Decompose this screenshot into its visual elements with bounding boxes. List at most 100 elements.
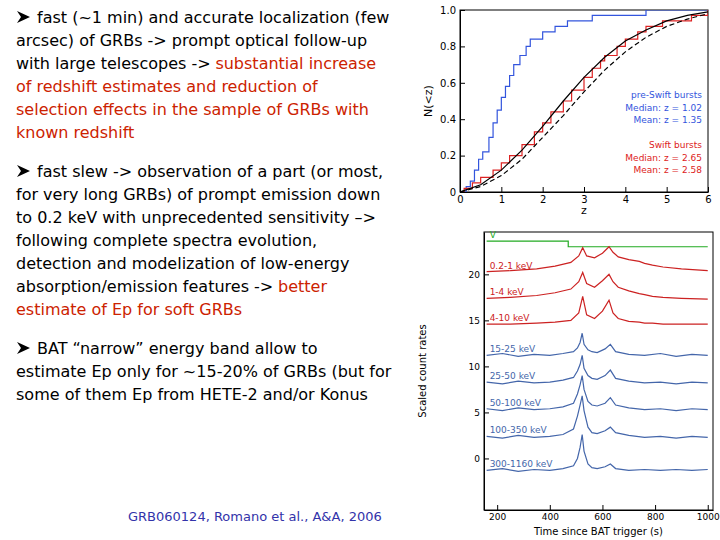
- tick-label: 0.2: [440, 150, 456, 161]
- series-line: [487, 273, 708, 300]
- tick: 1000: [697, 505, 720, 522]
- tick-label: 1.0: [440, 5, 456, 16]
- tick-label: 0.6: [440, 78, 456, 89]
- slide: fast (~1 min) and accurate localization …: [0, 0, 720, 540]
- tick: 0: [474, 454, 489, 464]
- series-line: [460, 14, 708, 192]
- citation: GRB060124, Romano et al., A&A, 2006: [128, 509, 382, 524]
- tick-mark: [460, 10, 465, 11]
- series-line: [487, 296, 708, 324]
- bullet: fast (~1 min) and accurate localization …: [16, 6, 392, 144]
- tick: 20: [469, 270, 489, 280]
- bullet-marker: [16, 164, 31, 178]
- bullet-list: fast (~1 min) and accurate localization …: [16, 6, 392, 422]
- axis-line: [484, 233, 485, 511]
- tick-mark: [708, 505, 709, 510]
- tick: 15: [469, 316, 489, 326]
- tick-mark: [543, 187, 544, 192]
- series-line: [460, 10, 708, 192]
- tick: 1.0: [440, 5, 465, 16]
- series-label: 25-50 keV: [490, 371, 536, 381]
- x-axis: 0 1 2 3 4 5 6: [457, 187, 711, 205]
- tick: 400: [542, 505, 559, 522]
- tick-mark: [460, 119, 465, 120]
- legend-note: Mean: z = 1.35: [634, 115, 702, 125]
- x-axis-title: Time since BAT trigger (s): [533, 526, 663, 537]
- tick-label: 15: [469, 316, 480, 326]
- tick-label: 800: [647, 512, 664, 522]
- tick-mark: [584, 187, 585, 192]
- legend: pre-Swift burstsMedian: z = 1.02Mean: z …: [625, 90, 702, 175]
- y-axis: 0 0.2 0.4 0.6 0.8 1.0: [440, 5, 465, 198]
- plot-area: [487, 241, 708, 471]
- legend-note: Mean: z = 2.58: [634, 165, 703, 175]
- tick: 800: [647, 505, 664, 522]
- y-axis-title: N(<z): [422, 85, 435, 117]
- series-line: [487, 435, 708, 472]
- tick: 0.6: [440, 78, 465, 89]
- bullet-text: fast slew -> observation of a part (or m…: [16, 162, 383, 296]
- bullet: fast slew -> observation of a part (or m…: [16, 160, 392, 321]
- tick: 1: [499, 187, 505, 205]
- tick: 0.8: [440, 41, 465, 52]
- chart: 012345600.20.40.60.81.0zN(<z)pre-Swift b…: [422, 5, 712, 217]
- tick-mark: [708, 187, 709, 192]
- tick-mark: [667, 187, 668, 192]
- series-label: 300-1160 keV: [490, 459, 554, 469]
- series-line: [487, 333, 708, 356]
- tick-mark: [625, 187, 626, 192]
- bullet-marker: [16, 10, 31, 24]
- tick: 5: [664, 187, 670, 205]
- tick: 0: [450, 187, 465, 198]
- x-axis: 2004006008001000: [485, 505, 720, 522]
- plot-frame: [484, 232, 713, 510]
- tick-label: 20: [469, 270, 481, 280]
- tick-mark: [497, 505, 498, 510]
- tick-mark: [550, 505, 551, 510]
- tick-mark: [484, 320, 489, 321]
- series-labels: V0.2-1 keV1-4 keV4-10 keV15-25 keV25-50 …: [490, 230, 554, 469]
- bullet: BAT “narrow” energy band allow to estima…: [16, 337, 392, 406]
- tick-label: 4: [623, 194, 629, 205]
- legend-entry: pre-Swift bursts: [631, 90, 702, 100]
- tick-label: 400: [542, 512, 559, 522]
- series-label: 100-350 keV: [490, 425, 548, 435]
- series-label: 50-100 keV: [490, 398, 542, 408]
- tick-mark: [484, 412, 489, 413]
- bullet-text: BAT “narrow” energy band allow to estima…: [16, 339, 391, 404]
- series-label: V: [490, 230, 497, 240]
- tick-label: 5: [664, 194, 670, 205]
- tick-mark: [655, 505, 656, 510]
- tick-mark: [484, 274, 489, 275]
- series-label: 15-25 keV: [490, 344, 536, 354]
- y-axis-title: Scaled count rates: [417, 324, 428, 417]
- series-label: 4-10 keV: [490, 313, 531, 323]
- tick: 2: [540, 187, 546, 205]
- series-line: [460, 10, 708, 192]
- series-label: 0.2-1 keV: [490, 261, 534, 271]
- series-line: [487, 241, 708, 247]
- tick-mark: [460, 83, 465, 84]
- tick: 10: [469, 362, 489, 372]
- tick-label: 5: [474, 408, 480, 418]
- chart: 200400600800100005101520Time since BAT t…: [417, 230, 720, 537]
- tick: 0.2: [440, 150, 465, 161]
- tick: 3: [581, 187, 587, 205]
- bullet-marker: [16, 341, 31, 355]
- tick: 0.4: [440, 114, 465, 125]
- tick: 200: [489, 505, 506, 522]
- bullet-arrow: [17, 165, 30, 177]
- plot-area: [460, 10, 708, 192]
- tick-label: 0: [450, 187, 456, 198]
- tick: 4: [623, 187, 629, 205]
- tick: 6: [705, 187, 711, 205]
- charts: 012345600.20.40.60.81.0zN(<z)pre-Swift b…: [0, 0, 720, 540]
- series-line: [487, 247, 708, 272]
- tick-label: 10: [469, 362, 481, 372]
- tick-label: 0: [457, 194, 463, 205]
- axis-line: [461, 192, 709, 193]
- legend-entry: Swift bursts: [649, 140, 702, 150]
- legend-note: Median: z = 2.65: [625, 153, 702, 163]
- tick-label: 6: [705, 194, 711, 205]
- tick-label: 2: [540, 194, 546, 205]
